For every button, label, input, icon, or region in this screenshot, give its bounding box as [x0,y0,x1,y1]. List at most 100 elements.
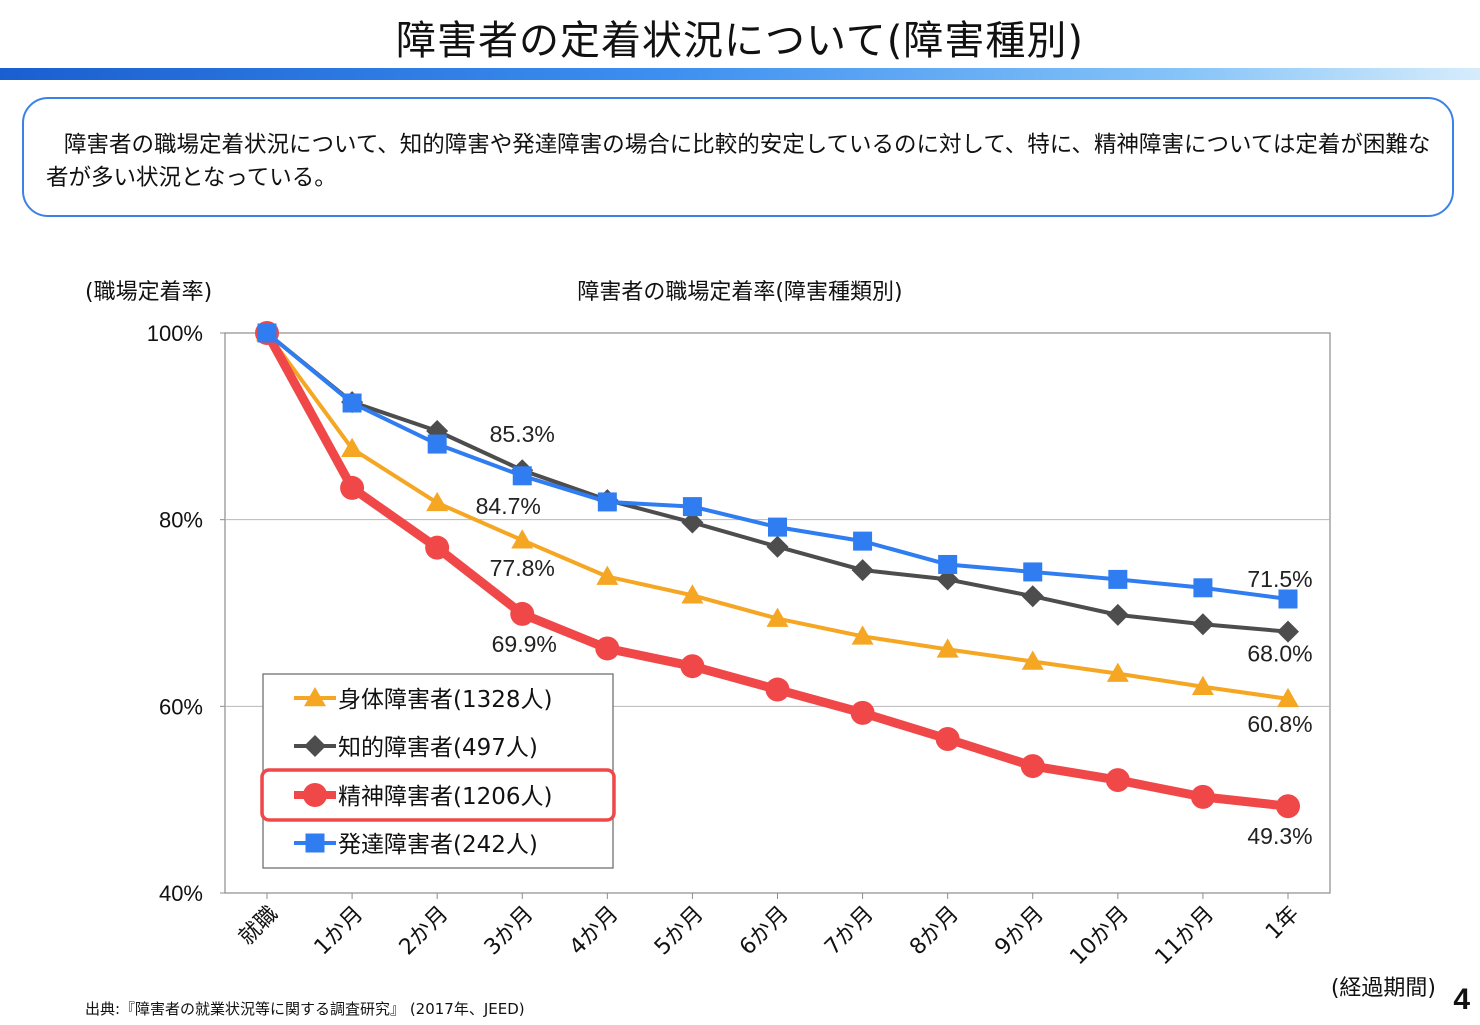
square-marker [1278,589,1298,609]
square-marker [257,323,277,343]
data-label: 68.0% [1247,641,1312,667]
circle-marker [850,700,875,725]
square-marker [597,492,617,512]
x-tick-label: 7か月 [820,902,879,961]
summary-box: 障害者の職場定着状況について、知的障害や発達障害の場合に比較的安定しているのに対… [22,97,1454,217]
square-marker [342,393,362,413]
triangle-marker [304,687,326,707]
diamond-marker [304,735,326,757]
triangle-marker [936,638,959,658]
y-tick-label: 100% [147,321,203,346]
x-tick-label: 8か月 [905,902,964,961]
square-marker [1108,569,1128,589]
circle-marker [595,636,620,661]
data-label: 71.5% [1247,566,1312,592]
square-marker [768,517,787,537]
title-underline-bar [0,68,1480,80]
summary-text: 障害者の職場定着状況について、知的障害や発達障害の場合に比較的安定しているのに対… [46,132,1431,191]
square-marker [305,833,325,853]
triangle-marker [1277,687,1299,708]
circle-marker [765,677,790,702]
diamond-marker [681,511,704,534]
y-tick-label: 60% [159,694,203,719]
legend-label: 発達障害者(242人) [338,832,538,858]
y-tick-labels: 100% 80% 60% 40% [147,321,203,906]
series-triangle [256,322,1299,708]
chart-title: 障害者の職場定着率(障害種類別) [577,280,902,305]
page-title: 障害者の定着状況について(障害種別) [395,18,1084,64]
circle-marker [510,601,535,626]
series-circle [255,321,1300,819]
data-label: 77.8% [490,555,555,581]
y-axis-title: (職場定着率) [85,280,212,305]
circle-marker [1105,768,1130,793]
square-marker [682,497,702,517]
page-number: 4 [1453,983,1470,1016]
square-marker [512,466,532,486]
series-square [257,323,1298,609]
legend-highlight-frame [260,768,616,822]
square-marker [427,434,447,454]
square-marker [1193,578,1213,598]
series-diamond [256,322,1299,643]
triangle-marker [1191,675,1214,695]
square-marker [853,531,873,551]
data-label: 85.3% [490,421,555,447]
diamond-marker [1021,585,1044,608]
circle-marker [425,535,450,560]
legend-label: 知的障害者(497人) [338,735,538,761]
legend-label: 精神障害者(1206人) [338,784,552,810]
circle-marker [1190,784,1215,809]
diamond-marker [851,559,874,582]
circle-marker [935,727,960,751]
x-tick-label: 3か月 [480,902,539,961]
x-tick-label: 就職 [234,902,283,951]
triangle-marker [341,437,364,457]
triangle-marker [1021,650,1044,670]
x-tick-labels: 就職 1か月 2か月 3か月 4か月 5か月 6か月 7か月 8か月 9か月 10か月 11か月 1年 [234,902,1304,971]
square-marker [938,554,958,574]
y-tick-label: 40% [159,881,203,906]
circle-marker [303,783,327,807]
source-citation: 出典:『障害者の就業状況等に関する調査研究』 (2017年、JEED) [85,1000,525,1018]
circle-marker [340,475,365,500]
x-tick-label: 6か月 [735,902,794,961]
data-labels: 85.3% 84.7% 77.8% 69.9% 71.5% 68.0% 60.8% 49.3% [476,421,1313,849]
x-tick-label: 2か月 [395,902,454,961]
diamond-marker [1277,620,1299,643]
x-tick-label: 5か月 [650,902,709,961]
triangle-marker [511,529,534,549]
circle-marker [680,654,705,679]
x-tick-label: 1か月 [310,902,369,961]
square-marker [1023,562,1043,582]
triangle-marker [1106,662,1129,682]
legend-label: 身体障害者(1328人) [338,687,552,713]
series-line [265,331,1290,601]
triangle-marker [766,607,789,627]
series-line [265,331,1290,701]
diamond-marker [1191,613,1214,636]
legend: 身体障害者(1328人) 知的障害者(497人) 精神障害者(1206人) 発達障害者… [260,673,616,869]
triangle-marker [596,565,619,585]
data-label: 84.7% [476,493,541,519]
x-tick-label: 9か月 [990,902,1049,961]
data-label: 49.3% [1247,823,1312,849]
data-label: 69.9% [492,631,557,657]
diamond-marker [1106,603,1129,626]
series-group [255,321,1300,819]
x-tick-label: 1年 [1261,902,1304,945]
circle-marker [1276,794,1300,819]
diamond-marker [766,535,789,558]
x-tick-label: 10か月 [1065,902,1134,971]
series-line [265,331,1290,634]
retention-line-chart: (職場定着率) 障害者の職場定着率(障害種類別) (経過期間) 100% 80% 6… [85,280,1436,1001]
x-axis-title: (経過期間) [1331,976,1436,1001]
x-tick-label: 4か月 [565,902,624,961]
triangle-marker [681,584,704,604]
triangle-marker [851,625,874,645]
circle-marker [1020,754,1045,779]
triangle-marker [426,491,449,512]
data-label: 60.8% [1247,711,1312,737]
y-tick-label: 80% [159,508,203,533]
x-tick-label: 11か月 [1151,902,1220,971]
